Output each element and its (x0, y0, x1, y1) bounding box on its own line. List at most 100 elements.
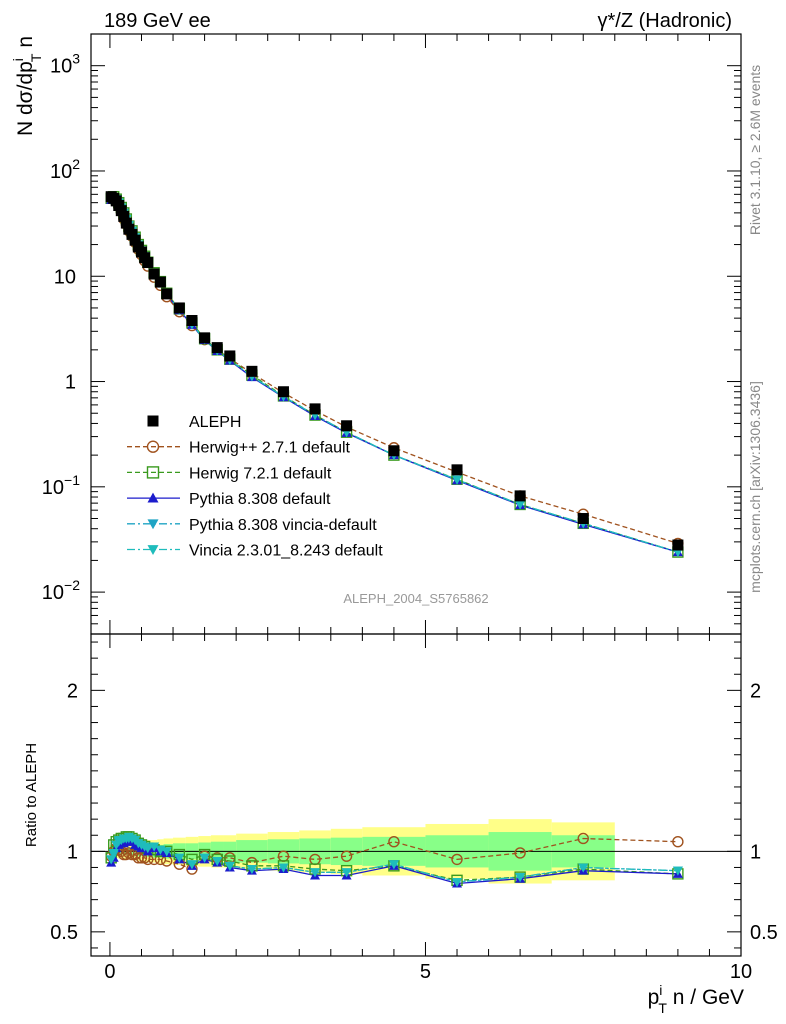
rivet-version-label: Rivet 3.1.10, ≥ 2.6M events (747, 65, 763, 235)
legend-marker (146, 466, 160, 479)
main-y-tick-exponent: −1 (64, 472, 80, 488)
legend: ALEPH Herwig++ 2.7.1 default Herwig 7.2.1 … (127, 414, 383, 560)
main-y-label-part: N dσ/dp (14, 61, 37, 136)
main-y-tick-label: 10−2 (42, 577, 80, 604)
legend-marker (147, 415, 159, 427)
ratio-panel: 0.5 0.5 1 1 2 2 0 5 10 Ratio to ALEPH pi T n / Ge… (23, 633, 778, 1016)
main-y-tick-label: 10 (54, 266, 76, 288)
main-point-vincia-2-3-01-8-243-default (515, 500, 526, 510)
main-point-vincia-2-3-01-8-243-default (452, 475, 463, 485)
main-point-aleph (186, 314, 198, 326)
plot-header-left: 189 GeV ee (104, 10, 211, 32)
ratio-y-axis-label: Ratio to ALEPH (23, 743, 40, 847)
ratio-y-tick-label-right: 2 (750, 680, 761, 702)
legend-marker (146, 440, 160, 453)
main-point-aleph (199, 332, 211, 344)
main-point-aleph (115, 205, 127, 217)
main-y-label-sub: T (28, 53, 44, 62)
x-label-sub: T (658, 1000, 667, 1016)
ratio-y-tick-label-right: 1 (750, 841, 761, 863)
x-tick-label: 5 (420, 961, 431, 983)
ratio-point-vincia-2-3-01-8-243-default (672, 866, 683, 876)
main-y-label-sup: i (10, 58, 26, 61)
ratio-point-vincia-2-3-01-8-243-default (388, 860, 399, 870)
main-markers (105, 190, 684, 558)
main-y-tick-base: 10 (42, 477, 64, 499)
main-point-aleph (277, 386, 289, 398)
ratio-point-vincia-2-3-01-8-243-default (452, 877, 463, 887)
main-y-tick-label: 102 (50, 156, 80, 183)
ratio-point-vincia-2-3-01-8-243-default (310, 868, 321, 878)
ratio-point-herwig-2-7-1-default (672, 835, 684, 848)
mcplots-label: mcplots.cern.ch [arXiv:1306.3436] (747, 381, 763, 593)
main-y-tick-base: 10 (42, 582, 64, 604)
ratio-point-vincia-2-3-01-8-243-default (278, 863, 289, 873)
legend-entry-vincia-2-3-01-8-243-default: Vincia 2.3.01_8.243 default (127, 543, 383, 560)
legend-label: Pythia 8.308 vincia-default (189, 517, 377, 534)
legend-label: Herwig++ 2.7.1 default (189, 440, 351, 457)
x-axis-label: pi T n / GeV (648, 982, 744, 1016)
ratio-point-vincia-2-3-01-8-243-default (246, 865, 257, 875)
main-y-label-part: n (14, 36, 37, 54)
legend-entry-aleph: ALEPH (147, 414, 241, 431)
main-point-aleph (672, 539, 684, 551)
main-y-tick-base: 10 (50, 56, 72, 78)
main-y-axis-label: N dσ/dpi T n (10, 36, 44, 136)
main-point-aleph (129, 234, 141, 246)
main-point-aleph (126, 228, 138, 240)
ratio-point-herwig-2-7-1-default (451, 853, 463, 866)
main-y-tick-exponent: 3 (72, 51, 80, 67)
main-point-aleph (135, 246, 147, 258)
legend-label: Herwig 7.2.1 default (189, 465, 332, 482)
legend-marker (147, 519, 159, 530)
ratio-point-vincia-2-3-01-8-243-default (341, 868, 352, 878)
legend-entry-pythia-8-308-default: Pythia 8.308 default (127, 491, 331, 508)
main-y-tick-label: 103 (50, 51, 80, 78)
legend-label: Pythia 8.308 default (189, 491, 331, 508)
legend-entry-pythia-8-308-vincia-default: Pythia 8.308 vincia-default (127, 517, 377, 534)
x-tick-label: 10 (730, 961, 752, 983)
x-label-sup: i (659, 982, 662, 998)
legend-entry-herwig-2-7-1-default: Herwig++ 2.7.1 default (127, 440, 351, 457)
ratio-point-vincia-2-3-01-8-243-default (108, 848, 119, 858)
legend-label: Vincia 2.3.01_8.243 default (189, 543, 383, 560)
analysis-watermark: ALEPH_2004_S5765862 (343, 591, 488, 606)
main-point-aleph (173, 302, 185, 314)
ratio-point-vincia-2-3-01-8-243-default (149, 842, 160, 852)
main-point-aleph (388, 445, 400, 457)
main-point-aleph (246, 365, 258, 377)
ratio-markers (105, 831, 684, 888)
legend-marker (147, 492, 159, 503)
ratio-point-vincia-2-3-01-8-243-default (161, 847, 172, 857)
plot-header-right: γ*/Z (Hadronic) (598, 10, 732, 32)
main-point-aleph (309, 403, 321, 415)
main-point-aleph (211, 342, 223, 354)
legend-marker (147, 545, 159, 555)
ratio-point-vincia-2-3-01-8-243-default (212, 857, 223, 867)
legend-entry-herwig-7-2-1-default: Herwig 7.2.1 default (127, 465, 332, 482)
main-y-tick-label: 10−1 (42, 472, 80, 499)
ratio-point-vincia-2-3-01-8-243-default (186, 860, 197, 870)
main-point-aleph (142, 257, 154, 269)
main-point-aleph (451, 464, 463, 476)
ratio-ticks: 0.5 0.5 1 1 2 2 0 5 10 (50, 634, 778, 983)
ratio-point-vincia-2-3-01-8-243-default (515, 873, 526, 883)
ratio-frame (90, 633, 742, 957)
main-y-tick-label: 1 (65, 372, 76, 394)
main-point-aleph (161, 288, 173, 300)
x-tick-label: 0 (104, 961, 115, 983)
ratio-y-tick-label-left: 1 (67, 841, 78, 863)
ratio-y-tick-label-left: 0.5 (50, 922, 78, 944)
x-label-part: n / GeV (667, 986, 744, 1009)
legend-label: ALEPH (189, 414, 241, 431)
ratio-point-herwig-2-7-1-default (514, 847, 526, 859)
main-x-ticks (109, 34, 742, 634)
main-point-aleph (148, 268, 160, 280)
ratio-y-tick-label-right: 0.5 (750, 922, 778, 944)
ratio-point-herwig-2-7-1-default (577, 832, 589, 845)
ratio-point-herwig-2-7-1-default (135, 852, 148, 864)
ratio-point-herwig-2-7-1-default (120, 848, 133, 861)
